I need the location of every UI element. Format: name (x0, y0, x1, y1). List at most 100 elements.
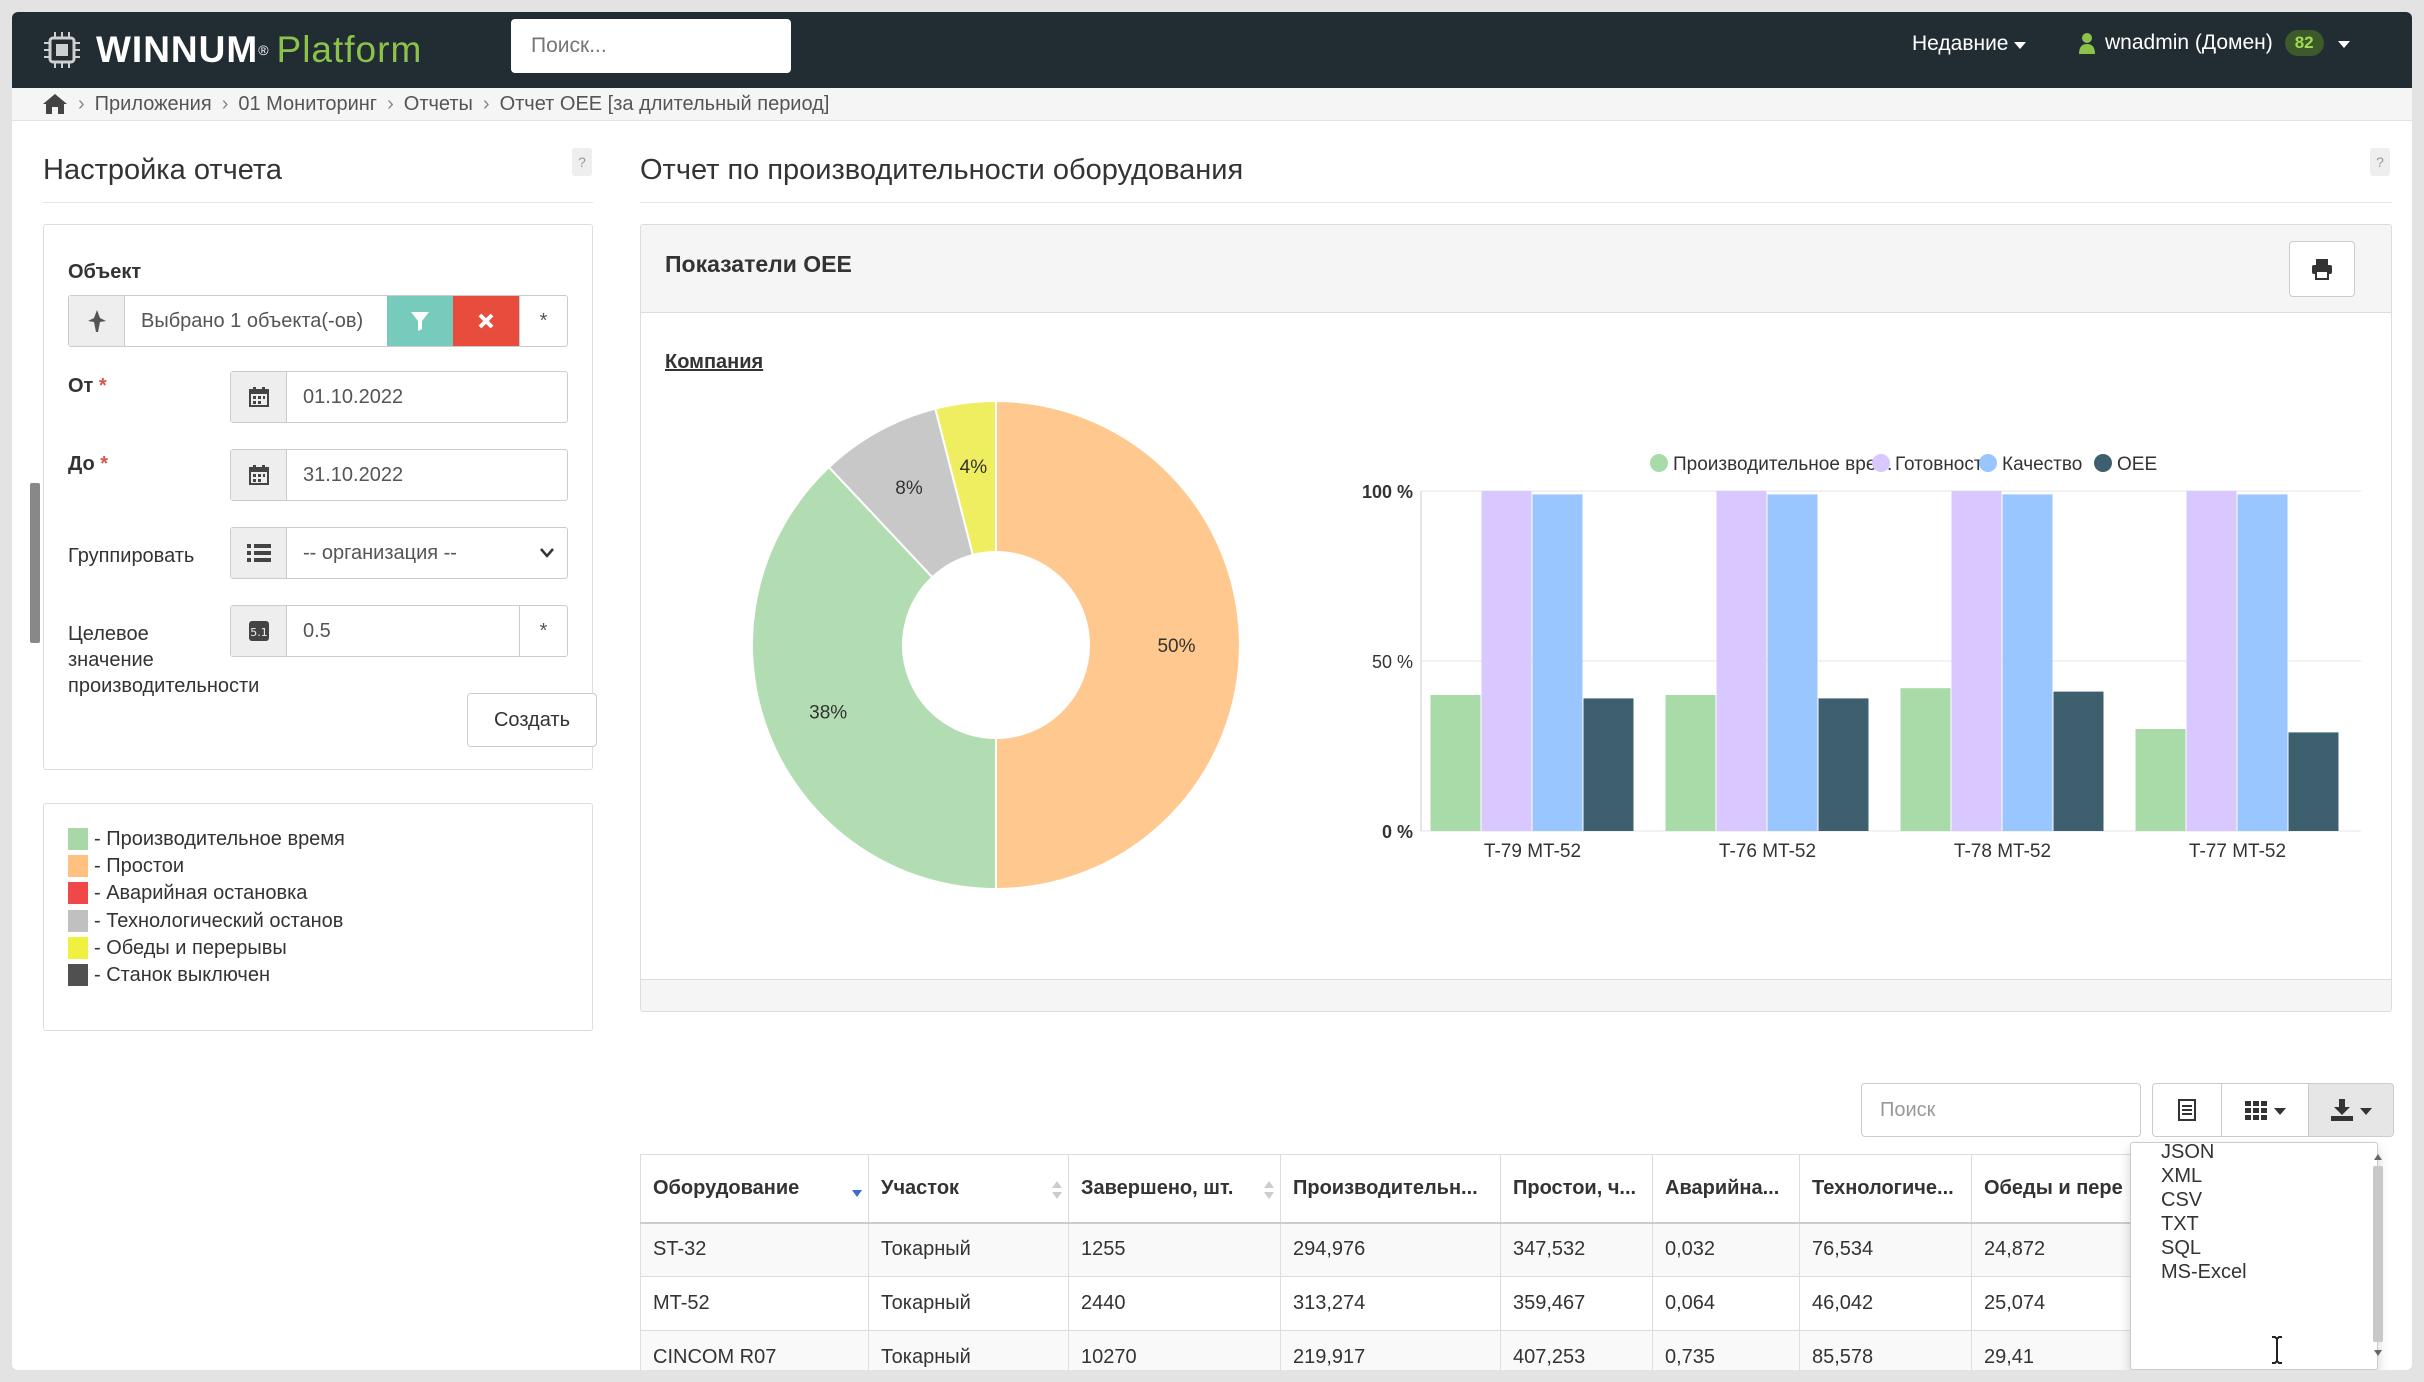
document-icon (2178, 1099, 2196, 1121)
required-mark: * (100, 453, 109, 475)
table-search-input[interactable]: Поиск (1861, 1083, 2141, 1137)
create-button[interactable]: Создать (467, 693, 597, 747)
pie-slice (751, 465, 997, 891)
caret-down-icon (2274, 1107, 2286, 1115)
sort-icon (1264, 1181, 1274, 1199)
company-link[interactable]: Компания (665, 351, 764, 373)
table-row[interactable]: ST-32 Токарный 1255 294,976 347,532 0,03… (640, 1222, 2144, 1277)
table-cell: 24,872 (1971, 1222, 2144, 1277)
object-icon-addon (69, 296, 125, 346)
text-cursor-icon (2272, 1336, 2282, 1364)
to-label-text: До (68, 453, 95, 475)
legend-marker (1872, 454, 1890, 472)
legend-label: Готовность (1895, 454, 1993, 475)
settings-help-button[interactable]: ? (572, 148, 592, 176)
target-value-field[interactable]: 5.1 0.5 * (230, 605, 568, 657)
caret-down-icon (2014, 41, 2027, 49)
breadcrumb-item[interactable]: Отчеты (403, 92, 473, 115)
legend-label: - Обеды и перерывы (94, 936, 287, 959)
column-header[interactable]: Оборудование (640, 1154, 869, 1224)
column-header[interactable]: Аварийна... (1652, 1154, 1800, 1224)
date-to-value[interactable]: 31.10.2022 (303, 463, 404, 486)
export-excel-item[interactable]: MS-Excel (2161, 1261, 2247, 1283)
target-value[interactable]: 0.5 (303, 619, 331, 642)
bar (2002, 494, 2053, 831)
column-header[interactable]: Участок (868, 1154, 1069, 1224)
column-header-label: Завершено, шт. (1081, 1176, 1234, 1199)
table-row[interactable]: MT-52 Токарный 2440 313,274 359,467 0,06… (640, 1276, 2144, 1331)
brand-logo[interactable]: WINNUM ® Platform (42, 22, 422, 78)
legend-label: - Аварийная остановка (94, 881, 308, 904)
legend-label: - Технологический останов (94, 909, 344, 932)
date-from-field[interactable]: 01.10.2022 (230, 371, 568, 423)
report-help-button[interactable]: ? (2370, 148, 2390, 176)
export-button[interactable] (2308, 1083, 2394, 1137)
print-button[interactable] (2289, 241, 2355, 297)
target-label-line: значение (68, 649, 154, 671)
legend-label: Качество (2002, 454, 2082, 475)
top-navbar: WINNUM ® Platform Недавние wnadmin (Доме… (12, 12, 2412, 88)
home-icon[interactable] (42, 93, 68, 115)
report-settings-form: Объект Выбрано 1 объекта(-ов) * От * 01.… (43, 224, 597, 770)
bar (1481, 491, 1532, 831)
table-cell: 10270 (1068, 1330, 1281, 1370)
breadcrumb: › Приложения › 01 Мониторинг › Отчеты › … (12, 88, 2412, 121)
clear-button[interactable] (453, 296, 519, 346)
column-header-label: Производительн... (1293, 1176, 1478, 1199)
group-select[interactable]: -- организация -- (230, 527, 568, 579)
column-header[interactable]: Производительн... (1280, 1154, 1501, 1224)
date-from-value[interactable]: 01.10.2022 (303, 385, 404, 408)
global-search-input[interactable] (511, 19, 791, 73)
bar (1900, 688, 1951, 831)
divider (640, 202, 2392, 203)
bar (2237, 494, 2288, 831)
date-to-field[interactable]: 31.10.2022 (230, 449, 568, 501)
column-header[interactable]: Обеды и пере (1971, 1154, 2144, 1224)
bar (1583, 698, 1634, 831)
side-collapse-handle[interactable] (30, 483, 40, 643)
recent-menu[interactable]: Недавние (1912, 32, 2027, 56)
divider (43, 202, 593, 203)
from-label: От * (68, 375, 107, 398)
export-sql-item[interactable]: SQL (2161, 1237, 2202, 1259)
object-value[interactable]: Выбрано 1 объекта(-ов) (141, 309, 364, 332)
columns-button[interactable] (2221, 1083, 2309, 1137)
toggle-view-button[interactable] (2152, 1083, 2222, 1137)
table-row[interactable]: CINCOM R07 Токарный 10270 219,917 407,25… (640, 1330, 2144, 1370)
breadcrumb-item[interactable]: 01 Мониторинг (238, 92, 378, 115)
counter-icon: 5.1 (248, 621, 269, 641)
calendar-addon[interactable] (231, 372, 287, 422)
y-tick-label: 0 % (1382, 822, 1413, 842)
export-xml-item[interactable]: XML (2161, 1165, 2203, 1187)
breadcrumb-item[interactable]: Приложения (94, 92, 212, 115)
column-header[interactable]: Простои, ч... (1500, 1154, 1653, 1224)
dropdown-scrollbar[interactable] (2372, 1152, 2384, 1358)
export-txt-item[interactable]: TXT (2161, 1213, 2199, 1235)
table-cell: 219,917 (1280, 1330, 1501, 1370)
legend-item: - Простои (68, 855, 184, 877)
group-value[interactable]: -- организация -- (303, 541, 457, 564)
export-json-item[interactable]: JSON (2161, 1142, 2215, 1163)
filter-button[interactable] (387, 296, 453, 346)
brand-platform: Platform (276, 29, 423, 70)
legend-item: - Станок выключен (68, 964, 270, 986)
pie-slice (995, 399, 1241, 891)
export-dropdown: JSON XML CSV TXT SQL MS-Excel (2130, 1142, 2378, 1370)
table-cell: 407,253 (1500, 1330, 1653, 1370)
bar (1818, 698, 1869, 831)
user-menu[interactable]: wnadmin (Домен) 82 (2079, 30, 2350, 56)
chevron-down-icon (540, 548, 554, 558)
legend-label: - Производительное время (94, 827, 345, 850)
pie-slice-label: 4% (960, 457, 988, 478)
calendar-addon[interactable] (231, 450, 287, 500)
column-header-label: Простои, ч... (1513, 1176, 1637, 1199)
legend-marker (1650, 454, 1668, 472)
y-tick-label: 100 % (1362, 482, 1413, 502)
export-csv-item[interactable]: CSV (2161, 1189, 2203, 1211)
object-selector[interactable]: Выбрано 1 объекта(-ов) * (68, 295, 568, 347)
column-header[interactable]: Технологиче... (1799, 1154, 1972, 1224)
user-badge: 82 (2284, 30, 2324, 56)
bar (1716, 491, 1767, 831)
caret-down-icon (2337, 40, 2350, 48)
column-header[interactable]: Завершено, шт. (1068, 1154, 1281, 1224)
